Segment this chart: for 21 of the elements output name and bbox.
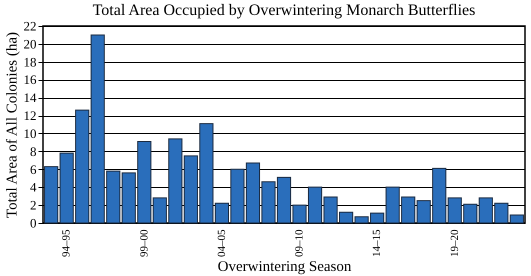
y-tick-label: 4 — [30, 180, 37, 195]
y-tick-label: 22 — [24, 18, 36, 34]
y-tick-label: 0 — [30, 216, 36, 230]
y-tick-label: 2 — [30, 198, 36, 213]
y-tick-label: 18 — [24, 54, 36, 70]
x-tick-label: 04–05 — [216, 229, 228, 257]
y-tick-label: 20 — [24, 36, 36, 52]
x-tick-label: 14–15 — [371, 229, 384, 257]
y-tick-label: 12 — [24, 108, 36, 124]
x-tick-label: 19–20 — [448, 229, 461, 257]
y-tick-label: 10 — [24, 126, 36, 141]
x-tick-label: 09–10 — [294, 229, 306, 257]
x-tick-label: 99–00 — [138, 229, 150, 257]
y-tick-label: 14 — [24, 90, 37, 106]
y-axis-title: Total Area of All Colonies (ha) — [4, 32, 20, 218]
x-tick-label: 94–95 — [60, 229, 73, 257]
y-tick-label: 16 — [24, 72, 37, 88]
chart-title: Total Area Occupied by Overwintering Monarch Butterflies — [92, 2, 476, 19]
y-tick-label: 8 — [30, 144, 36, 159]
x-axis-title: Overwintering Season — [218, 259, 352, 275]
y-tick-label: 6 — [30, 162, 37, 177]
